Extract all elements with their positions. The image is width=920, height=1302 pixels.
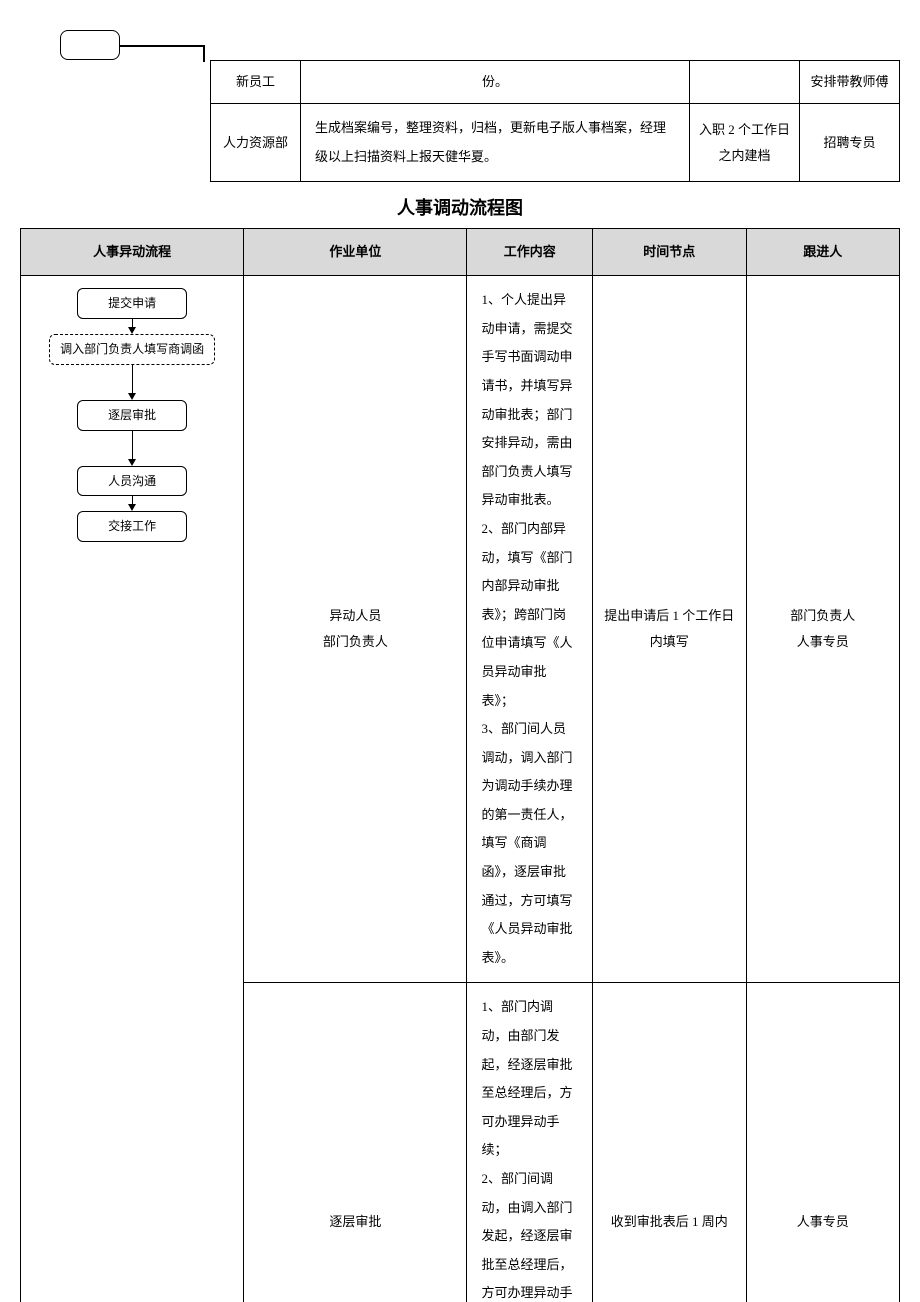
cell-unit: 人力资源部 (211, 104, 301, 182)
table-row: 新员工 份。 安排带教师傅 (211, 61, 900, 104)
cell-time (690, 61, 800, 104)
table-row: 人力资源部 生成档案编号，整理资料，归档，更新电子版人事档案，经理级以上扫描资料… (211, 104, 900, 182)
connector-line-v (203, 45, 205, 62)
cell-content: 份。 (301, 61, 690, 104)
cell-person: 部门负责人 人事专员 (746, 276, 900, 983)
arrow-icon (128, 496, 136, 511)
cell-content: 1、部门内调动，由部门发起，经逐层审批至总经理后，方可办理异动手续； 2、部门间… (467, 983, 593, 1302)
col-header-flow: 人事异动流程 (21, 229, 244, 276)
cell-person: 招聘专员 (800, 104, 900, 182)
arrow-icon (128, 365, 136, 400)
arrow-icon (128, 431, 136, 466)
flow-box-letter: 调入部门负责人填写商调函 (49, 334, 215, 365)
flow-box-handover: 交接工作 (77, 511, 187, 542)
flow-box-submit: 提交申请 (77, 288, 187, 319)
table-flow: 人事异动流程 作业单位 工作内容 时间节点 跟进人 提交申请 调入部门负责人填写… (20, 228, 900, 1302)
cell-unit: 逐层审批 (244, 983, 467, 1302)
flow-diagram-cell: 提交申请 调入部门负责人填写商调函 逐层审批 人员沟通 交接工作 (21, 276, 244, 1302)
flow-box-communicate: 人员沟通 (77, 466, 187, 497)
top-empty-box (60, 30, 120, 60)
cell-time: 提出申请后 1 个工作日内填写 (593, 276, 746, 983)
table-row: 提交申请 调入部门负责人填写商调函 逐层审批 人员沟通 交接工作 异动人员 部门… (21, 276, 900, 983)
col-header-time: 时间节点 (593, 229, 746, 276)
flow-container: 提交申请 调入部门负责人填写商调函 逐层审批 人员沟通 交接工作 (27, 288, 237, 542)
cell-unit: 异动人员 部门负责人 (244, 276, 467, 983)
page-title: 人事调动流程图 (20, 194, 900, 220)
col-header-unit: 作业单位 (244, 229, 467, 276)
col-header-person: 跟进人 (746, 229, 900, 276)
cell-content: 生成档案编号，整理资料，归档，更新电子版人事档案，经理级以上扫描资料上报天健华夏… (301, 104, 690, 182)
cell-time: 入职 2 个工作日之内建档 (690, 104, 800, 182)
cell-time: 收到审批表后 1 周内 (593, 983, 746, 1302)
cell-unit: 新员工 (211, 61, 301, 104)
cell-content: 1、个人提出异动申请，需提交手写书面调动申请书，并填写异动审批表；部门安排异动，… (467, 276, 593, 983)
col-header-content: 工作内容 (467, 229, 593, 276)
table-header-row: 人事异动流程 作业单位 工作内容 时间节点 跟进人 (21, 229, 900, 276)
cell-person: 人事专员 (746, 983, 900, 1302)
connector-line-h (120, 45, 205, 47)
table-upper: 新员工 份。 安排带教师傅 人力资源部 生成档案编号，整理资料，归档，更新电子版… (210, 60, 900, 182)
arrow-icon (128, 319, 136, 334)
flow-box-approve: 逐层审批 (77, 400, 187, 431)
cell-person: 安排带教师傅 (800, 61, 900, 104)
